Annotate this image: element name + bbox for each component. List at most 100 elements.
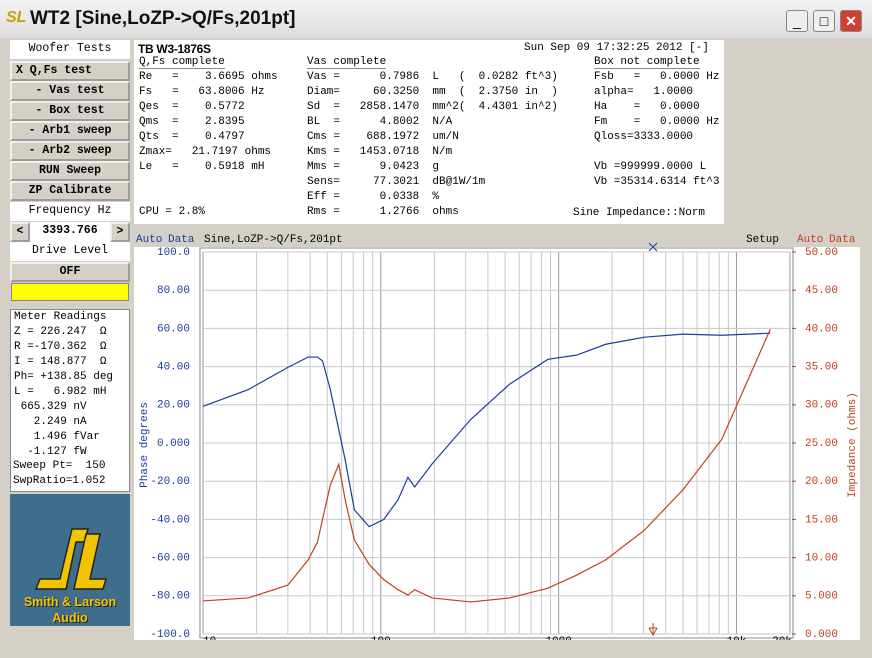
meter-line: -1.127 fW bbox=[14, 446, 87, 458]
info-line: Fsb = 0.0000 Hz bbox=[594, 71, 720, 83]
info-line: Fm = 0.0000 Hz bbox=[594, 116, 720, 128]
drive-label: Drive Level bbox=[10, 242, 130, 261]
y-tick-label: -40.00 bbox=[150, 514, 190, 526]
x-tick-label: 10k bbox=[727, 636, 747, 640]
data-button[interactable]: Data bbox=[168, 234, 195, 246]
info-line: Sens= 77.3021 dB@1W/1m bbox=[307, 176, 486, 188]
x-tick-label: 10 bbox=[203, 636, 216, 640]
meter-line: 2.249 nA bbox=[14, 416, 87, 428]
auto-button[interactable]: Auto bbox=[136, 234, 162, 246]
chart-panel: Auto Data Sine,LoZP->Q/Fs,201pt Setup Au… bbox=[134, 230, 860, 640]
info-line: Vb =35314.6314 ft^3 bbox=[594, 176, 720, 188]
data-button[interactable]: Data bbox=[829, 234, 856, 246]
y-axis-title: Phase degrees bbox=[139, 402, 151, 488]
chart-title: Sine,LoZP->Q/Fs,201pt bbox=[204, 234, 343, 246]
y-tick-label: -60.00 bbox=[150, 553, 190, 565]
info-line: Diam= 60.3250 mm ( 2.3750 in ) bbox=[307, 86, 558, 98]
info-line: Le = 0.5918 mH bbox=[139, 161, 265, 173]
meter-line: 1.496 fVar bbox=[14, 431, 100, 443]
window-title: WT2 [Sine,LoZP->Q/Fs,201pt] bbox=[30, 8, 296, 29]
y-tick-label: 40.00 bbox=[157, 362, 190, 374]
y2-axis-title: Impedance (ohms) bbox=[847, 392, 859, 498]
logo-art bbox=[34, 528, 108, 590]
logo-line: Audio bbox=[52, 611, 88, 625]
driver-name: TB W3-1876S bbox=[138, 42, 211, 56]
y-tick-label: -80.00 bbox=[150, 591, 190, 603]
meter-line: Z = 226.247 Ω bbox=[14, 326, 107, 338]
info-footer: Sine Impedance::Norm bbox=[573, 207, 706, 219]
setup-button[interactable]: Setup bbox=[746, 234, 779, 246]
column-heading: Box not complete bbox=[594, 56, 700, 69]
meter-panel: Meter Readings Z = 226.247 Ω R =-170.362 … bbox=[10, 309, 130, 492]
info-line: Re = 3.6695 ohms bbox=[139, 71, 278, 83]
drive-indicator bbox=[11, 283, 129, 301]
sidebar: Woofer Tests Frequency Hz < 3393.766 > D… bbox=[10, 40, 130, 628]
test-button[interactable]: - Arb1 sweep bbox=[10, 121, 130, 141]
info-line: Fs = 63.8006 Hz bbox=[139, 86, 265, 98]
drive-button[interactable]: OFF bbox=[10, 262, 130, 282]
test-button[interactable]: - Arb2 sweep bbox=[10, 141, 130, 161]
x-tick-label: 100 bbox=[371, 636, 391, 640]
info-line: Zmax= 21.7197 ohms bbox=[139, 146, 272, 158]
info-line: Cms = 688.1972 um/N bbox=[307, 131, 459, 143]
test-button[interactable]: X Q,Fs test bbox=[10, 61, 130, 81]
y2-tick-label: 30.00 bbox=[805, 400, 838, 412]
info-panel: TB W3-1876S Sun Sep 09 17:32:25 2012 [-]… bbox=[134, 40, 724, 224]
sweep-line: SwpRatio=1.052 bbox=[13, 475, 106, 487]
cursor-marker-top bbox=[648, 242, 658, 252]
minimize-button[interactable]: _ bbox=[786, 10, 808, 32]
chart-toolbar bbox=[134, 230, 860, 247]
y-tick-label: -100.0 bbox=[150, 629, 190, 640]
meter-line: 665.329 nV bbox=[14, 401, 87, 413]
info-line: Qes = 0.5772 bbox=[139, 101, 245, 113]
info-line: Vas = 0.7986 L ( 0.0282 ft^3) bbox=[307, 71, 558, 83]
info-line: alpha= 1.0000 bbox=[594, 86, 694, 98]
series-line bbox=[202, 332, 771, 528]
logo: Smith & Larson Audio bbox=[10, 494, 130, 626]
test-button[interactable]: - Box test bbox=[10, 101, 130, 121]
auto-button[interactable]: Auto bbox=[797, 234, 823, 246]
column-heading: Q,Fs complete bbox=[139, 56, 225, 69]
info-line: Eff = 0.0338 % bbox=[307, 191, 440, 203]
y2-tick-label: 25.00 bbox=[805, 438, 838, 450]
x-tick-label: 1000 bbox=[545, 636, 571, 640]
info-line: Ha = 0.0000 bbox=[594, 101, 700, 113]
frequency-prev[interactable]: < bbox=[10, 222, 30, 242]
y-tick-label: 20.00 bbox=[157, 400, 190, 412]
frequency-next[interactable]: > bbox=[110, 222, 130, 242]
info-line: BL = 4.8002 N/A bbox=[307, 116, 453, 128]
title-bar: SL WT2 [Sine,LoZP->Q/Fs,201pt] _ □ ✕ bbox=[0, 0, 872, 38]
y2-tick-label: 15.00 bbox=[805, 514, 838, 526]
info-line: CPU = 2.8% bbox=[139, 206, 206, 218]
y-tick-label: 60.00 bbox=[157, 323, 190, 335]
test-button[interactable]: ZP Calibrate bbox=[10, 181, 130, 201]
chart: Auto Data Sine,LoZP->Q/Fs,201pt Setup Au… bbox=[134, 230, 860, 640]
section-label: Woofer Tests bbox=[10, 40, 130, 59]
maximize-button[interactable]: □ bbox=[813, 10, 835, 32]
meter-line: Ph= +138.85 deg bbox=[14, 371, 114, 383]
y-tick-label: 100.0 bbox=[157, 247, 190, 259]
info-line: Mms = 9.0423 g bbox=[307, 161, 440, 173]
y2-tick-label: 50.00 bbox=[805, 247, 838, 259]
series-line bbox=[202, 328, 771, 603]
y2-tick-label: 10.00 bbox=[805, 553, 838, 565]
x-tick-label: 20k bbox=[772, 636, 792, 640]
meter-title: Meter Readings bbox=[14, 311, 107, 323]
meter-line: I = 148.877 Ω bbox=[14, 356, 107, 368]
info-line: Rms = 1.2766 ohms bbox=[307, 206, 459, 218]
close-button[interactable]: ✕ bbox=[840, 10, 862, 32]
y2-tick-label: 5.000 bbox=[805, 591, 838, 603]
test-button[interactable]: - Vas test bbox=[10, 81, 130, 101]
info-line: Vb =999999.0000 L bbox=[594, 161, 707, 173]
info-line: Qloss=3333.0000 bbox=[594, 131, 694, 143]
sweep-line: Sweep Pt= 150 bbox=[13, 460, 106, 472]
test-button[interactable]: RUN Sweep bbox=[10, 161, 130, 181]
y2-tick-label: 35.00 bbox=[805, 362, 838, 374]
info-line: Qms = 2.8395 bbox=[139, 116, 245, 128]
meter-line: R =-170.362 Ω bbox=[14, 341, 107, 353]
frequency-label: Frequency Hz bbox=[10, 202, 130, 221]
column-heading: Vas complete bbox=[307, 56, 387, 69]
y-tick-label: -20.00 bbox=[150, 476, 190, 488]
frequency-value: 3393.766 bbox=[30, 222, 110, 242]
